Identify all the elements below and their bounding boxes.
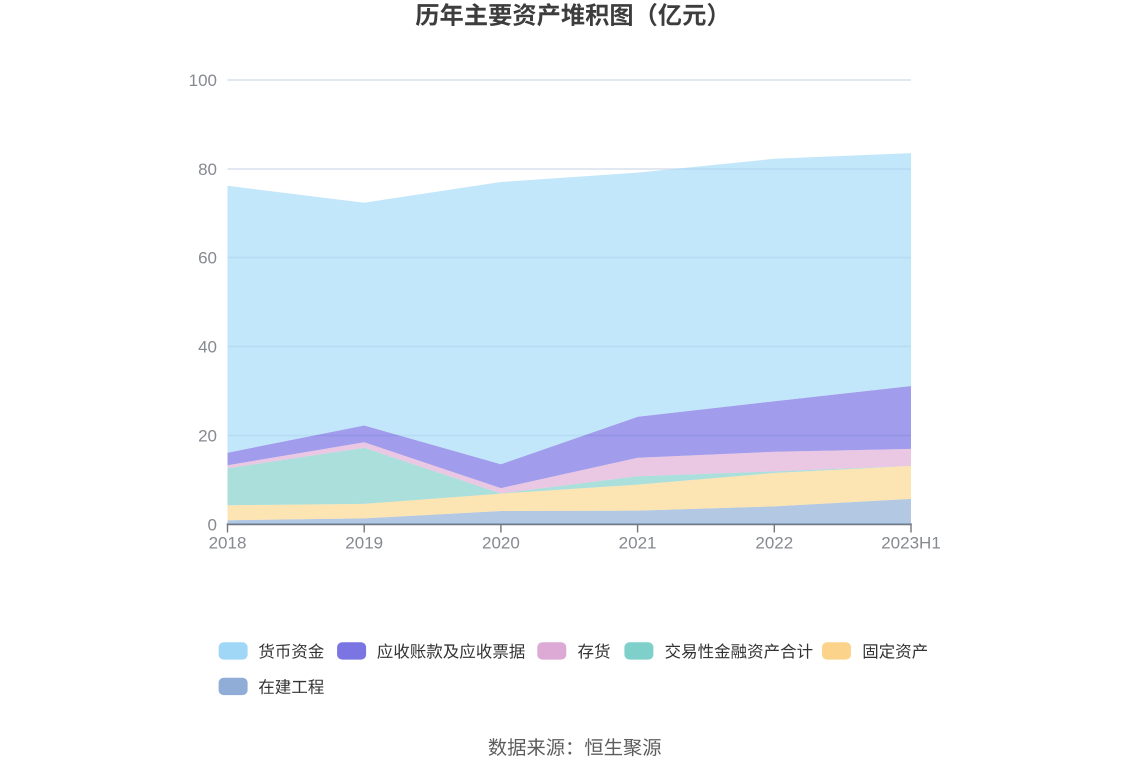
- svg-text:2023H1: 2023H1: [881, 533, 941, 552]
- svg-text:60: 60: [198, 249, 217, 268]
- svg-text:100: 100: [189, 71, 217, 90]
- svg-text:2018: 2018: [209, 533, 247, 552]
- svg-text:20: 20: [198, 427, 217, 446]
- svg-text:0: 0: [208, 515, 217, 534]
- svg-text:2021: 2021: [619, 533, 657, 552]
- svg-text:2022: 2022: [755, 533, 793, 552]
- svg-text:80: 80: [198, 160, 217, 179]
- svg-text:2019: 2019: [345, 533, 383, 552]
- svg-text:40: 40: [198, 338, 217, 357]
- svg-text:2020: 2020: [482, 533, 520, 552]
